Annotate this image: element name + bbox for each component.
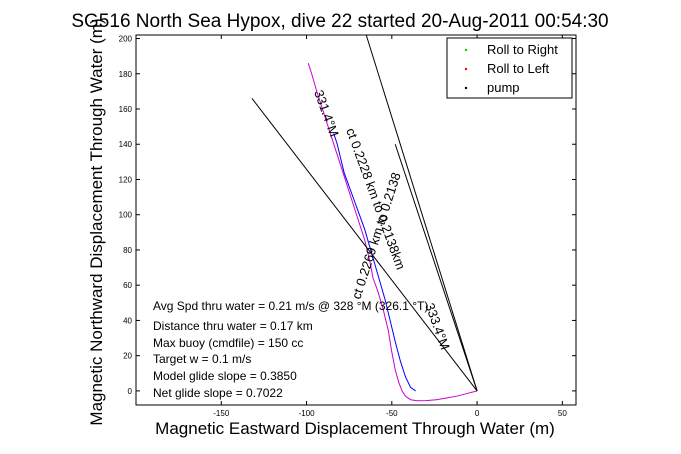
y-tick-label: 60 <box>123 281 132 290</box>
series-layer <box>251 34 478 402</box>
legend-pump: pump <box>487 80 520 95</box>
chart-title: SG516 North Sea Hypox, dive 22 started 2… <box>71 11 608 32</box>
x-tick-label: -150 <box>213 409 230 418</box>
y-tick-label: 120 <box>119 175 133 184</box>
y-tick-label: 180 <box>119 70 133 79</box>
dive-stats: Avg Spd thru water = 0.21 m/s @ 328 °M (… <box>153 299 428 400</box>
legend: Roll to Right Roll to Left pump <box>446 37 573 99</box>
series-line-2 <box>365 34 478 392</box>
legend-marker-roll-left <box>464 67 468 71</box>
legend-roll-left: Roll to Left <box>487 61 550 76</box>
stat-distance: Distance thru water = 0.17 km <box>153 319 313 333</box>
y-tick-label: 160 <box>119 105 133 114</box>
y-tick-label: 0 <box>128 387 133 396</box>
y-tick-label: 80 <box>123 246 132 255</box>
legend-roll-right: Roll to Right <box>487 42 558 57</box>
x-tick-label: -100 <box>299 409 316 418</box>
legend-box <box>446 37 573 99</box>
stat-net-glide: Net glide slope = 0.7022 <box>153 386 283 400</box>
series-line-3 <box>251 98 478 392</box>
stat-target-w: Target w = 0.1 m/s <box>153 352 251 366</box>
stat-model-glide: Model glide slope = 0.3850 <box>153 369 297 383</box>
y-tick-label: 20 <box>123 352 132 361</box>
y-tick-label: 200 <box>119 35 133 44</box>
legend-marker-roll-right <box>464 48 468 52</box>
x-axis: -150 -100 -50 0 50 <box>213 35 567 418</box>
stat-avg-speed: Avg Spd thru water = 0.21 m/s @ 328 °M (… <box>153 299 428 313</box>
x-tick-label: 0 <box>475 409 480 418</box>
x-axis-label: Magnetic Eastward Displacement Through W… <box>155 419 555 438</box>
y-tick-label: 100 <box>119 211 133 220</box>
y-axis-label: Magnetic Northward Displacement Through … <box>87 18 106 425</box>
y-axis: 0 20 40 60 80 100 120 140 160 180 200 <box>119 35 576 396</box>
legend-marker-pump <box>464 86 468 90</box>
series-line-0 <box>307 63 478 402</box>
series-line-4 <box>394 144 478 392</box>
x-tick-label: 50 <box>558 409 567 418</box>
x-tick-label: -50 <box>386 409 398 418</box>
y-tick-label: 140 <box>119 140 133 149</box>
y-tick-label: 40 <box>123 316 132 325</box>
stat-max-buoy: Max buoy (cmdfile) = 150 cc <box>153 336 303 350</box>
